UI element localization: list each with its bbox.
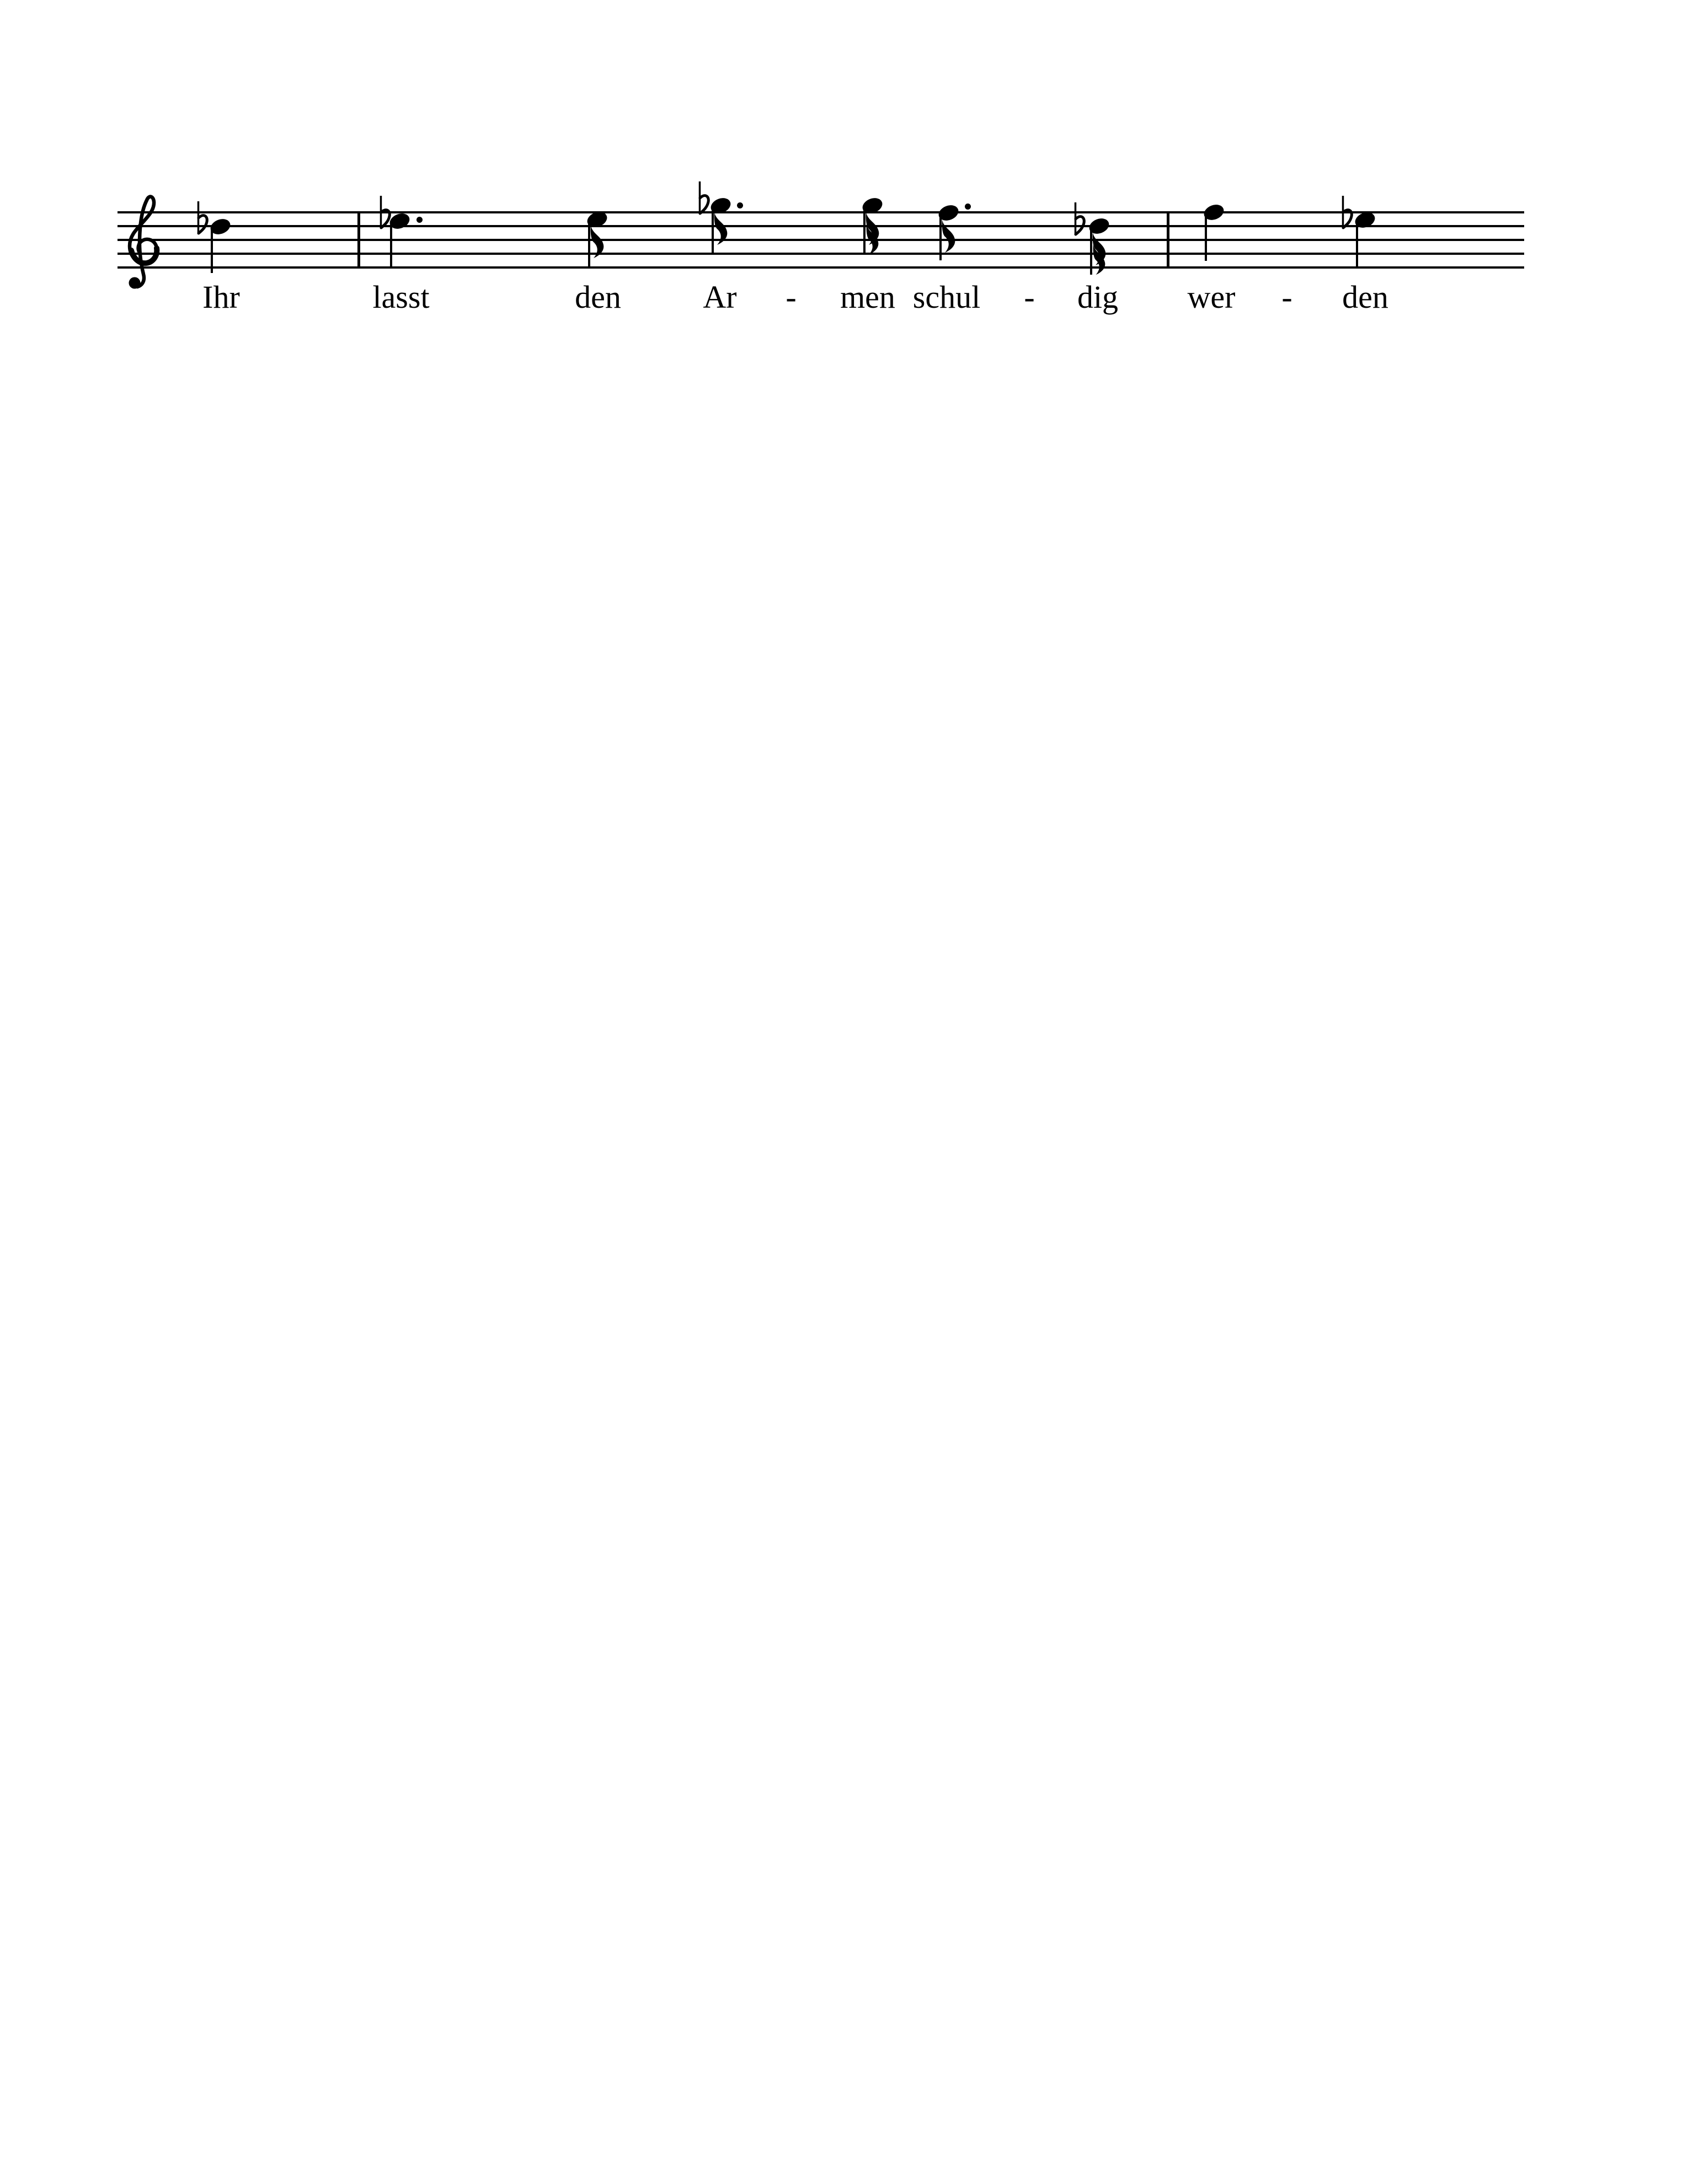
lyric-hyphen: -	[1024, 279, 1035, 315]
barline	[1167, 211, 1169, 269]
sixteenth-flag-icon	[1092, 232, 1105, 275]
note-stem	[1090, 226, 1092, 275]
lyric-syllable: schul	[912, 279, 981, 315]
lyric-syllable: den	[575, 279, 621, 315]
lyric-hyphen: -	[1281, 279, 1292, 315]
note-stem	[712, 206, 714, 253]
lyric-hyphen: -	[786, 279, 797, 315]
augmentation-dot	[736, 202, 743, 208]
sixteenth-flag-icon	[866, 212, 879, 255]
eighth-flag-icon	[714, 212, 727, 245]
augmentation-dot	[416, 216, 423, 223]
flat-accidental-icon	[380, 196, 391, 229]
eighth-flag-icon	[590, 225, 603, 258]
treble-clef-icon	[127, 195, 160, 289]
lyric-syllable: wer	[1187, 279, 1236, 315]
staff-line	[117, 225, 1524, 227]
flat-accidental-icon	[1074, 202, 1086, 236]
staff-line	[117, 253, 1524, 255]
staff-line	[117, 266, 1524, 269]
augmentation-dot	[964, 203, 971, 210]
lyric-syllable: men	[840, 279, 895, 315]
barline	[357, 211, 360, 269]
note-stem	[211, 227, 213, 273]
lyric-syllable: dig	[1077, 279, 1119, 315]
lyric-syllable: Ar	[703, 279, 737, 315]
staff-line	[117, 239, 1524, 241]
note-stem	[1356, 220, 1358, 267]
lyric-syllable: lasst	[372, 279, 430, 315]
note-stem	[863, 206, 866, 254]
eighth-flag-icon	[942, 220, 955, 253]
note-stem	[939, 213, 942, 260]
music-staff-system: Ihr lasst den Ar men schul dig wer den - - -	[0, 0, 1688, 386]
flat-accidental-icon	[1342, 196, 1353, 229]
note-stem	[588, 220, 590, 266]
lyric-syllable: den	[1342, 279, 1388, 315]
note-stem	[1205, 212, 1207, 261]
flat-accidental-icon	[698, 181, 710, 215]
flat-accidental-icon	[197, 201, 209, 235]
staff-line	[117, 211, 1524, 213]
lyric-syllable: Ihr	[202, 279, 240, 315]
note-stem	[390, 221, 392, 267]
